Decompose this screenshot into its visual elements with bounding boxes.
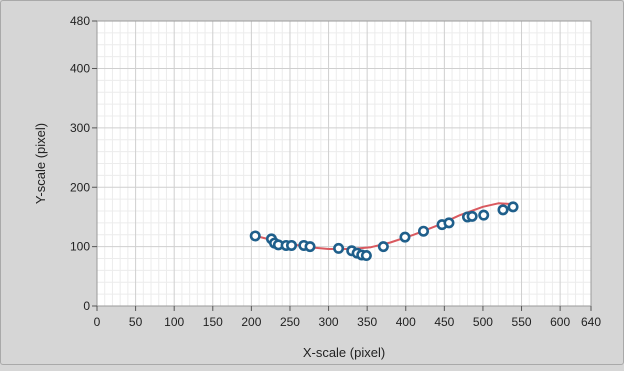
- data-point: [399, 231, 411, 243]
- x-axis-label: X-scale (pixel): [303, 345, 385, 360]
- y-tick-label: 200: [70, 180, 90, 194]
- x-tick-label: 100: [164, 315, 184, 329]
- x-tick-label: 0: [94, 315, 101, 329]
- data-point: [360, 250, 372, 262]
- x-tick-label: 350: [357, 315, 377, 329]
- x-tick-label: 250: [280, 315, 300, 329]
- x-tick-label: 400: [396, 315, 416, 329]
- y-axis-label: Y-scale (pixel): [33, 123, 48, 204]
- data-point: [304, 241, 316, 253]
- x-tick-label: 450: [434, 315, 454, 329]
- x-tick-label: 150: [203, 315, 223, 329]
- x-tick-label: 500: [473, 315, 493, 329]
- x-tick-label: 640: [581, 315, 601, 329]
- data-point: [286, 239, 298, 251]
- y-tick-label: 400: [70, 62, 90, 76]
- y-tick-label: 0: [83, 299, 90, 313]
- data-point: [497, 204, 509, 216]
- data-point: [507, 201, 519, 213]
- x-tick-label: 600: [550, 315, 570, 329]
- plot-frame: [96, 20, 592, 307]
- x-tick-label: 300: [319, 315, 339, 329]
- data-point: [466, 210, 478, 222]
- data-point: [333, 242, 345, 254]
- data-point: [443, 217, 455, 229]
- y-tick-label: 480: [70, 14, 90, 28]
- x-tick-label: 50: [129, 315, 143, 329]
- data-point: [377, 241, 389, 253]
- data-point: [478, 209, 490, 221]
- data-point: [249, 230, 261, 242]
- x-tick-label: 200: [241, 315, 261, 329]
- x-tick-label: 550: [512, 315, 532, 329]
- y-tick-label: 300: [70, 121, 90, 135]
- data-point: [418, 225, 430, 237]
- y-tick-label: 100: [70, 240, 90, 254]
